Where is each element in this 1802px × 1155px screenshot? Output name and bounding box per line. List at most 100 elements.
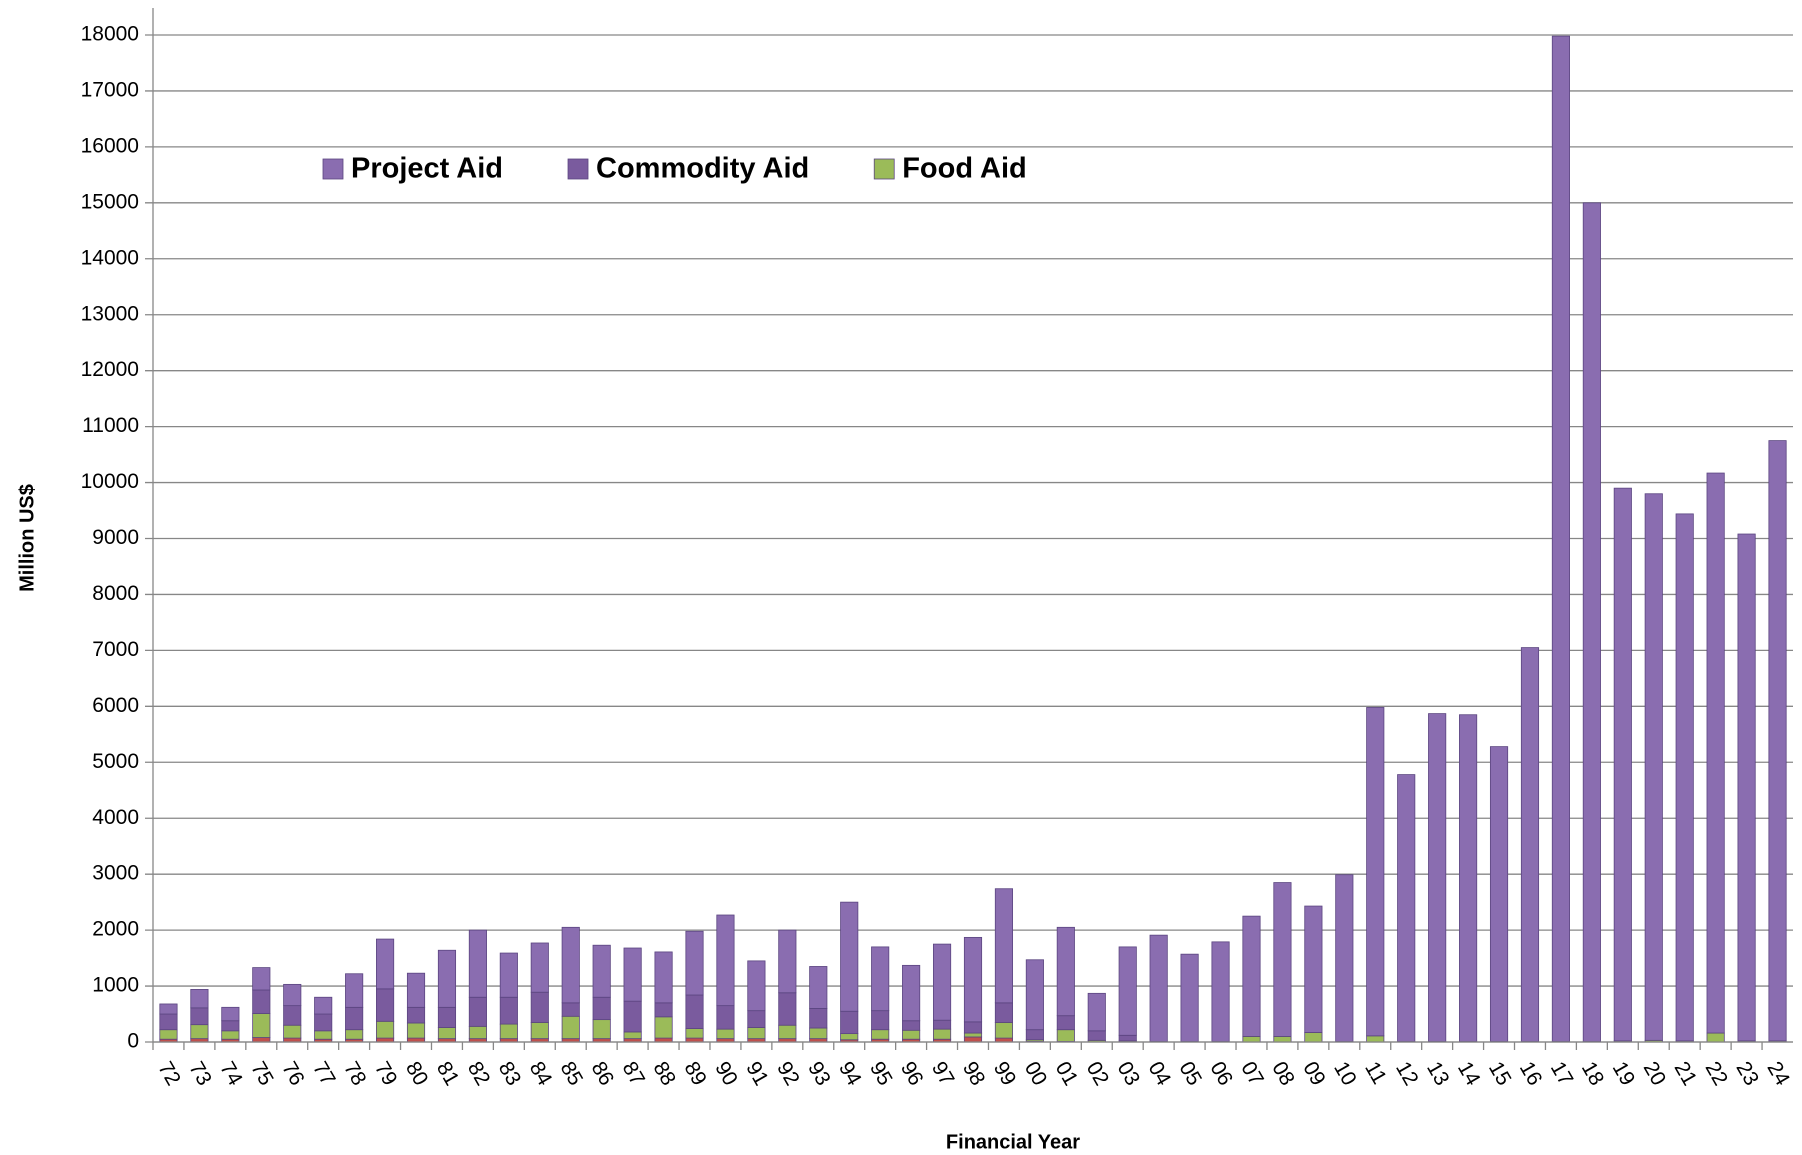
bar-segment <box>932 1028 952 1040</box>
x-tick-label: 11 <box>1360 1058 1391 1088</box>
bar-segment <box>314 1013 333 1032</box>
bar-segment <box>252 1013 271 1038</box>
bar-segment <box>932 943 952 1021</box>
bar-segment <box>561 1015 580 1040</box>
legend-label: Commodity Aid <box>596 153 809 185</box>
bar-segment <box>283 1005 302 1026</box>
bar-segment <box>623 1000 642 1033</box>
y-tick-label: 16000 <box>81 134 139 157</box>
bar-segment <box>530 991 549 1023</box>
bar-segment <box>778 1024 797 1040</box>
bar-segment <box>530 942 549 993</box>
bar-segment <box>1335 874 1354 1042</box>
y-tick-label: 17000 <box>81 78 139 101</box>
y-tick-label: 4000 <box>92 806 139 829</box>
x-tick-label: 02 <box>1082 1058 1114 1090</box>
bar-segment <box>1087 992 1106 1032</box>
bar-segment <box>561 926 580 1004</box>
x-tick-label: 86 <box>587 1058 619 1090</box>
bar-segment <box>406 972 426 1008</box>
y-tick-label: 3000 <box>92 862 139 885</box>
bar-segment <box>1737 533 1756 1042</box>
bar-segment <box>747 1010 766 1028</box>
bar-segment <box>963 936 983 1023</box>
bar-segment <box>654 951 673 1004</box>
y-tick-label: 13000 <box>81 302 139 325</box>
bar-segment <box>283 983 302 1007</box>
x-tick-label: 16 <box>1515 1058 1547 1090</box>
bar-segment <box>1768 440 1787 1042</box>
bar-segment <box>747 1027 766 1040</box>
x-tick-label: 97 <box>927 1058 959 1090</box>
x-tick-label: 95 <box>865 1058 897 1090</box>
x-tick-label: 88 <box>648 1058 680 1090</box>
bar-segment <box>902 1020 921 1031</box>
bar-segment <box>1273 1036 1292 1043</box>
x-tick-label: 93 <box>803 1058 835 1090</box>
x-tick-label: 85 <box>556 1058 588 1090</box>
bar-segment <box>592 944 611 998</box>
x-tick-label: 18 <box>1577 1058 1609 1090</box>
bar-segment <box>994 1022 1014 1039</box>
bar-segment <box>1056 1015 1075 1031</box>
y-tick-label: 11000 <box>82 414 139 437</box>
bar-segment <box>902 1029 921 1040</box>
bar-segment <box>345 1029 364 1040</box>
bar-segment <box>159 1029 178 1040</box>
bar-segment <box>778 929 797 994</box>
bar-segment <box>499 1023 518 1040</box>
bar-segment <box>685 994 704 1029</box>
x-tick-label: 82 <box>463 1058 495 1090</box>
bar-segment <box>468 996 487 1027</box>
y-tick-label: 15000 <box>81 190 139 213</box>
x-tick-label: 91 <box>741 1058 773 1090</box>
x-tick-label: 84 <box>525 1058 557 1090</box>
bar-segment <box>685 930 704 996</box>
x-tick-label: 79 <box>370 1058 402 1090</box>
bar-segment <box>376 938 395 990</box>
bar-segment <box>685 1028 704 1039</box>
bar-segment <box>592 1019 611 1040</box>
y-tick-label: 7000 <box>92 638 139 661</box>
bar-segment <box>1056 926 1075 1017</box>
bar-segment <box>963 1036 983 1043</box>
x-tick-label: 75 <box>246 1058 278 1090</box>
bar-segment <box>1273 882 1292 1037</box>
bar-segment <box>747 960 766 1012</box>
bar-segment <box>468 1025 487 1040</box>
x-tick-label: 99 <box>989 1058 1021 1090</box>
bar-segment <box>190 1024 209 1040</box>
bar-segment <box>376 1020 395 1039</box>
bar-segment <box>1025 959 1044 1031</box>
bar-segment <box>1087 1030 1106 1041</box>
bar-segment <box>345 973 364 1008</box>
x-tick-label: 90 <box>710 1058 742 1090</box>
bar-segment <box>840 1033 859 1041</box>
bar-segment <box>1706 472 1725 1034</box>
bar-segment <box>1706 1032 1725 1043</box>
x-tick-label: 81 <box>432 1058 464 1090</box>
x-tick-label: 92 <box>772 1058 804 1090</box>
x-tick-label: 17 <box>1546 1058 1578 1090</box>
y-tick-label: 5000 <box>92 750 139 773</box>
legend-swatch <box>567 158 589 180</box>
legend-label: Food Aid <box>902 153 1027 185</box>
bar-segment <box>1675 513 1694 1042</box>
y-axis-title: Million US$ <box>16 484 38 592</box>
bar-segment <box>1149 934 1168 1042</box>
x-tick-label: 83 <box>494 1058 526 1090</box>
y-tick-label: 9000 <box>92 526 139 549</box>
bar-segment <box>1613 487 1632 1042</box>
bar-segment <box>468 929 487 998</box>
bar-segment <box>437 1006 457 1028</box>
bar-segment <box>437 949 457 1008</box>
bar-segment <box>190 1007 209 1026</box>
bar-segment <box>1242 1036 1261 1043</box>
x-tick-label: 96 <box>896 1058 928 1090</box>
bar-segment <box>1366 1035 1385 1043</box>
y-tick-label: 0 <box>127 1030 139 1053</box>
y-tick-label: 8000 <box>92 582 139 605</box>
x-tick-label: 77 <box>308 1058 340 1090</box>
x-tick-label: 22 <box>1701 1058 1733 1090</box>
bar-segment <box>1644 493 1663 1041</box>
